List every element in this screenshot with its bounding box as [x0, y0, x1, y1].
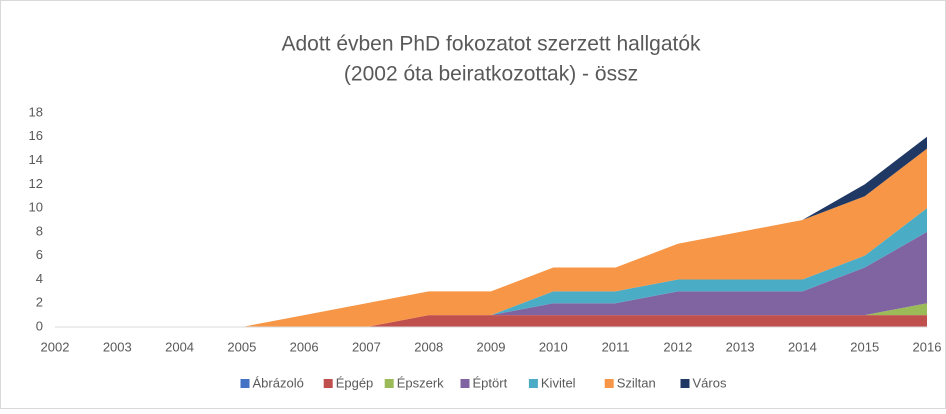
y-tick-label: 12 — [29, 176, 43, 191]
legend-swatch — [680, 379, 690, 388]
legend-swatch — [604, 379, 614, 388]
y-tick-label: 16 — [29, 128, 43, 143]
chart-subtitle: (2002 óta beiratkozottak) - össz — [344, 63, 638, 86]
legend-label: Épszerk — [397, 375, 444, 390]
y-tick-label: 8 — [36, 223, 43, 238]
legend-swatch — [384, 379, 394, 388]
x-tick-label: 2006 — [290, 339, 319, 354]
x-tick-label: 2005 — [227, 339, 256, 354]
x-tick-label: 2016 — [913, 339, 942, 354]
legend-swatch — [528, 379, 538, 388]
legend-label: Sziltan — [617, 375, 656, 390]
legend-label: Épgép — [336, 375, 374, 390]
x-tick-label: 2003 — [103, 339, 132, 354]
x-tick-label: 2004 — [165, 339, 194, 354]
legend-swatch — [240, 379, 250, 388]
x-tick-label: 2002 — [41, 339, 70, 354]
y-tick-label: 18 — [29, 104, 43, 119]
y-tick-label: 4 — [36, 271, 43, 286]
x-tick-label: 2010 — [539, 339, 568, 354]
legend-label: Város — [693, 375, 727, 390]
y-tick-label: 0 — [36, 318, 43, 333]
y-tick-label: 14 — [29, 152, 43, 167]
x-tick-label: 2013 — [726, 339, 755, 354]
legend-swatch — [460, 379, 470, 388]
x-tick-label: 2015 — [850, 339, 879, 354]
area — [55, 148, 927, 327]
legend-label: Kivitel — [541, 375, 576, 390]
y-tick-label: 10 — [29, 200, 43, 215]
x-tick-label: 2014 — [788, 339, 817, 354]
x-tick-label: 2008 — [414, 339, 443, 354]
legend-label: Éptört — [473, 375, 508, 390]
x-tick-label: 2012 — [663, 339, 692, 354]
x-tick-label: 2011 — [602, 339, 630, 354]
area — [55, 315, 927, 327]
area — [55, 231, 927, 327]
x-tick-label: 2009 — [477, 339, 506, 354]
y-tick-label: 6 — [36, 247, 43, 262]
y-tick-label: 2 — [36, 295, 43, 310]
legend-swatch — [323, 379, 333, 388]
x-tick-label: 2007 — [352, 339, 381, 354]
legend-label: Ábrázoló — [253, 375, 304, 390]
chart-title: Adott évben PhD fokozatot szerzett hallg… — [281, 33, 701, 56]
